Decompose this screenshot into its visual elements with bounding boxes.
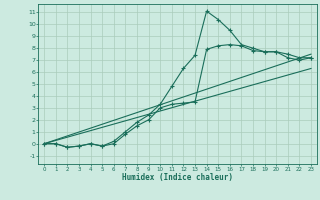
X-axis label: Humidex (Indice chaleur): Humidex (Indice chaleur) bbox=[122, 173, 233, 182]
